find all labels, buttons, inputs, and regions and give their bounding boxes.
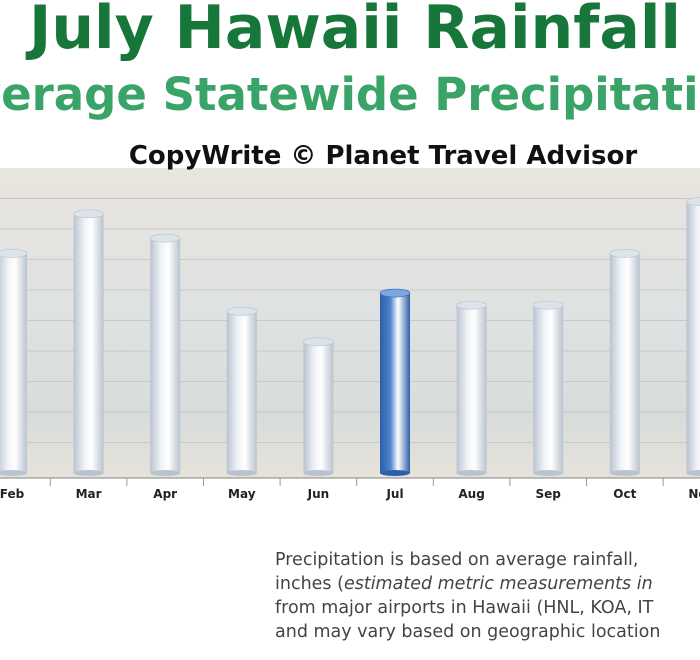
bar-cap xyxy=(532,300,564,310)
note-text: inches ( xyxy=(275,574,344,594)
bar-cap xyxy=(456,300,487,310)
bar xyxy=(226,311,257,473)
bar-cap xyxy=(226,307,258,316)
bar-base xyxy=(456,470,487,476)
x-tick-label: Feb xyxy=(0,487,25,501)
bar-base xyxy=(150,470,181,476)
bar-cap xyxy=(303,337,334,347)
x-tick-label: Oct xyxy=(613,487,636,501)
bar xyxy=(73,213,104,473)
bar xyxy=(456,305,487,473)
plot-background xyxy=(0,168,700,478)
note-line: Precipitation is based on average rainfa… xyxy=(275,548,700,572)
bar-cap xyxy=(149,233,181,243)
bar-base xyxy=(0,470,27,476)
x-tick-label: Apr xyxy=(153,487,177,501)
bar-cap xyxy=(609,249,641,258)
note-line: and may vary based on geographic locatio… xyxy=(275,620,700,644)
chart-subtitle: Average Statewide Precipitation xyxy=(0,68,700,121)
bar-base xyxy=(303,470,334,476)
bar xyxy=(686,201,700,474)
chart-title: July Hawaii Rainfall xyxy=(25,0,681,63)
bar-cap xyxy=(0,249,28,258)
note-text: and may vary based on geographic locatio… xyxy=(275,622,661,642)
x-tick-label: Nov xyxy=(688,487,700,501)
note-text: estimated metric measurements in xyxy=(343,574,653,594)
bar-cap xyxy=(73,209,104,219)
x-tick-label: Aug xyxy=(458,487,484,501)
bar xyxy=(303,341,334,473)
bar-base xyxy=(380,470,410,476)
copyright: CopyWrite © Planet Travel Advisor xyxy=(129,141,637,171)
bar-base xyxy=(533,470,564,476)
note-line: from major airports in Hawaii (HNL, KOA,… xyxy=(275,596,700,620)
x-tick-label: Jul xyxy=(385,487,403,501)
chart: July Hawaii Rainfall Average Statewide P… xyxy=(0,0,700,501)
bar-base xyxy=(686,470,700,476)
note-text: Precipitation is based on average rainfa… xyxy=(275,550,639,570)
bar-cap xyxy=(686,197,700,206)
bar-base xyxy=(226,470,257,476)
bar-base xyxy=(609,470,640,476)
x-tick-label: Jun xyxy=(307,487,330,501)
x-tick-label: Sep xyxy=(536,487,562,501)
x-tick-label: Mar xyxy=(76,487,102,501)
bar xyxy=(609,253,640,473)
bar xyxy=(150,238,181,473)
x-tick-label: May xyxy=(228,487,256,501)
bar xyxy=(0,253,27,473)
bar-cap xyxy=(379,288,411,298)
bar-base xyxy=(73,470,104,476)
bar xyxy=(533,305,564,473)
note: Precipitation is based on average rainfa… xyxy=(275,548,700,644)
note-line: inches (estimated metric measurements in xyxy=(275,572,700,596)
note-text: from major airports in Hawaii (HNL, KOA,… xyxy=(275,598,654,618)
bar xyxy=(380,293,410,473)
